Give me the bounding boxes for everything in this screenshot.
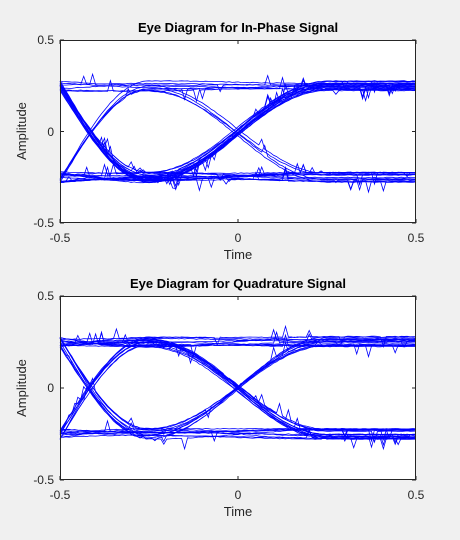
eye-trace (59, 340, 417, 437)
y-tick-label-bottom-quadrature: -0.5 (33, 473, 54, 487)
eye-trace (59, 331, 417, 446)
eye-trace (59, 428, 417, 434)
subplot-quadrature: Eye Diagram for Quadrature Signal 0.5 0 … (14, 276, 425, 519)
y-tick-label-mid-quadrature: 0 (47, 381, 54, 395)
eye-trace (59, 332, 417, 347)
eye-trace (59, 85, 417, 188)
x-tick-label-mid-quadrature: 0 (235, 488, 242, 502)
x-tick-label-right-in-phase: 0.5 (408, 231, 425, 245)
y-tick-label-mid-in-phase: 0 (47, 125, 54, 139)
eye-trace (59, 345, 417, 444)
x-axis-label-quadrature: Time (224, 504, 252, 519)
eye-trace (59, 336, 417, 442)
eye-trace (59, 324, 417, 347)
eye-trace (60, 429, 416, 440)
eye-trace (59, 333, 416, 438)
ticks-quadrature (59, 295, 417, 481)
subplot-in-phase: Eye Diagram for In-Phase Signal 0.5 0 -0… (14, 20, 425, 262)
eye-trace (59, 337, 417, 439)
y-axis-label-in-phase: Amplitude (14, 102, 29, 160)
y-tick-label-top-in-phase: 0.5 (37, 33, 54, 47)
eye-trace (59, 84, 417, 178)
chart-title-quadrature: Eye Diagram for Quadrature Signal (130, 276, 346, 291)
eye-trace (59, 84, 417, 184)
eye-trace (59, 165, 417, 187)
eye-trace (59, 90, 417, 185)
ticks-in-phase (59, 39, 417, 224)
traces-quadrature (59, 324, 417, 451)
x-tick-label-left-quadrature: -0.5 (50, 488, 71, 502)
eye-trace (59, 87, 417, 183)
traces-in-phase (59, 72, 417, 194)
eye-trace (59, 333, 416, 440)
eye-trace (59, 84, 416, 181)
eye-trace (59, 341, 417, 435)
x-tick-label-right-quadrature: 0.5 (408, 488, 425, 502)
y-axis-label-quadrature: Amplitude (14, 359, 29, 417)
chart-title-in-phase: Eye Diagram for In-Phase Signal (138, 20, 338, 35)
x-tick-label-mid-in-phase: 0 (235, 231, 242, 245)
eye-trace (59, 171, 417, 182)
x-tick-label-left-in-phase: -0.5 (50, 231, 71, 245)
y-tick-label-top-quadrature: 0.5 (37, 289, 54, 303)
eye-trace (59, 338, 417, 446)
y-tick-label-bottom-in-phase: -0.5 (33, 216, 54, 230)
eye-trace (59, 336, 417, 440)
x-axis-label-in-phase: Time (224, 247, 252, 262)
